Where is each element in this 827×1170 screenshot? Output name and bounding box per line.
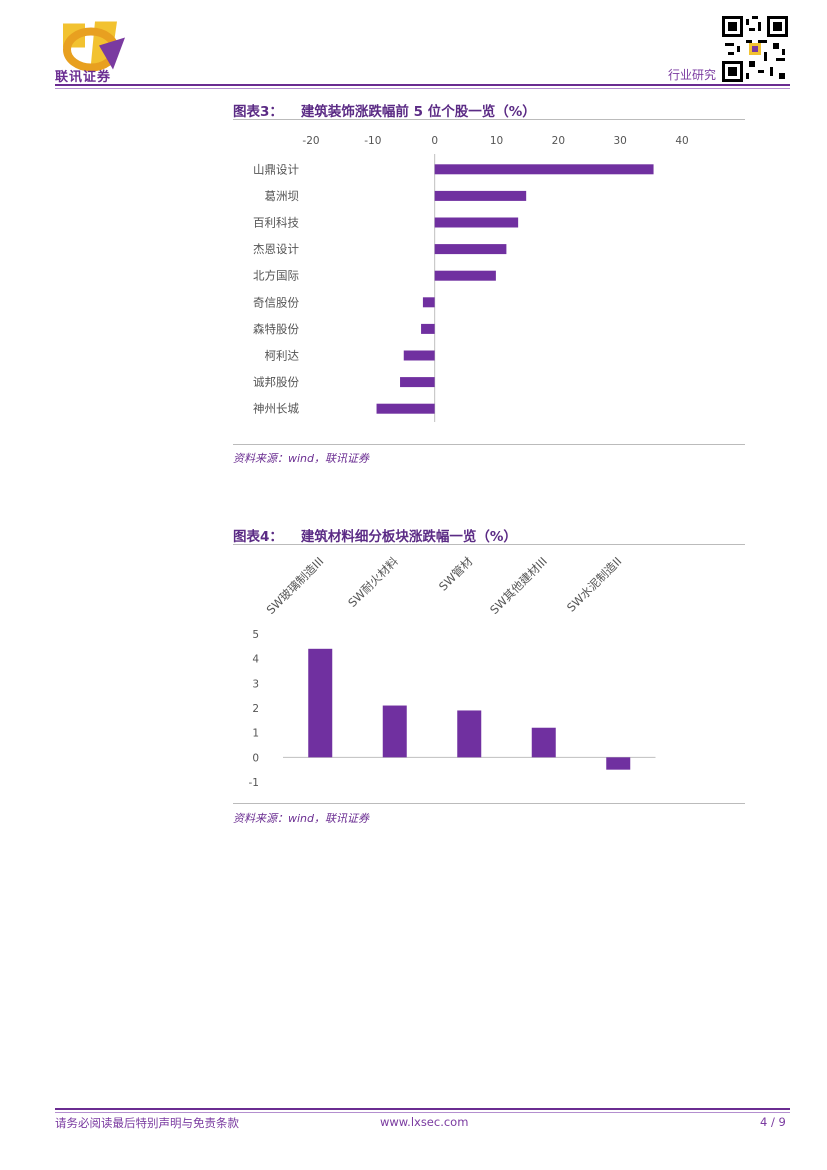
category-label-6: 森特股份 (253, 322, 299, 336)
footer-disclaimer: 请务必阅读最后特别声明与免责条款 (55, 1116, 239, 1130)
bar-8 (400, 377, 435, 388)
header-rule (55, 84, 790, 86)
bar-1 (434, 190, 527, 201)
bar-2 (434, 217, 519, 228)
footer-website: www.lxsec.com (380, 1115, 469, 1129)
category-label-4: 北方国际 (253, 269, 299, 283)
y-tick-label-6: 5 (252, 629, 259, 641)
x-tick-label-4: 20 (552, 135, 565, 147)
header-rule-thin (55, 88, 790, 89)
category-label-2: SW管材 (436, 554, 476, 594)
bar-6 (421, 323, 435, 334)
x-tick-label-6: 40 (675, 135, 688, 147)
figure3-top-rule (233, 119, 745, 120)
y-tick-label-3: 2 (252, 703, 259, 715)
figure4-number: 图表4： (233, 529, 283, 545)
bar-0 (308, 648, 333, 758)
bar-9 (376, 403, 435, 414)
y-tick-label-1: 0 (252, 752, 259, 764)
footer-rule-thin (55, 1112, 790, 1113)
figure4-title: 图表4： 建筑材料细分板块涨跌幅一览（%） (233, 525, 517, 545)
category-label-1: 葛洲坝 (265, 189, 300, 203)
qr-code-icon (722, 16, 788, 82)
bar-4 (606, 757, 631, 770)
x-tick-label-2: 0 (431, 135, 438, 147)
chart-stock-returns: -20 -10 0 10 20 30 40 山鼎设计葛洲坝百利科技杰恩设计北方国际奇信股份森特… (253, 135, 689, 422)
y-tick-label-2: 1 (252, 728, 259, 740)
x-tick-label-0: -20 (302, 135, 319, 147)
figure3-source: 资料来源：wind，联讯证券 (233, 452, 370, 465)
figure4-top-rule (233, 544, 745, 545)
category-label-1: SW耐火材料 (345, 554, 401, 610)
category-label-7: 柯利达 (265, 349, 300, 363)
bar-2 (457, 710, 482, 758)
y-tick-label-4: 3 (252, 678, 259, 690)
y-tick-label-0: -1 (249, 777, 259, 789)
bar-5 (422, 297, 435, 308)
figure4-source: 资料来源：wind，联讯证券 (233, 812, 370, 825)
category-label-2: 百利科技 (253, 216, 299, 230)
category-label-4: SW水泥制造II (564, 554, 624, 614)
bar-3 (531, 727, 556, 758)
figure3-bottom-rule (233, 444, 745, 445)
chart-sector-returns: -1 0 1 2 3 4 5 SW玻璃制造III SW耐火材料 SW管材 SW其他建材III SW水泥… (249, 554, 656, 789)
report-type-label: 行业研究 (668, 68, 717, 82)
x-tick-label-1: -10 (364, 135, 381, 147)
figure3-title: 图表3： 建筑装饰涨跌幅前 5 位个股一览（%） (233, 100, 536, 120)
figure3-title-text: 建筑装饰涨跌幅前 5 位个股一览（%） (300, 104, 536, 120)
figure3-number: 图表3： (233, 104, 283, 120)
category-label-3: SW其他建材III (487, 554, 550, 617)
company-logo (63, 21, 125, 72)
bar-1 (382, 705, 407, 758)
bar-0 (434, 164, 654, 175)
footer-rule (55, 1108, 790, 1110)
footer-page-number: 4 / 9 (760, 1115, 786, 1129)
category-label-0: 山鼎设计 (253, 162, 299, 176)
category-label-0: SW玻璃制造III (264, 554, 327, 617)
category-label-3: 杰恩设计 (253, 242, 299, 256)
category-label-8: 诚邦股份 (253, 375, 299, 389)
category-label-5: 奇信股份 (253, 295, 299, 309)
bar-7 (403, 350, 435, 361)
x-tick-label-5: 30 (613, 135, 626, 147)
y-tick-label-5: 4 (252, 654, 259, 666)
figure4-bottom-rule (233, 803, 745, 804)
company-name: 联讯证券 (55, 70, 112, 85)
x-tick-label-3: 10 (490, 135, 503, 147)
figure4-title-text: 建筑材料细分板块涨跌幅一览（%） (300, 529, 517, 545)
bar-3 (434, 244, 507, 255)
category-label-9: 神州长城 (253, 402, 299, 416)
bar-4 (434, 270, 496, 281)
